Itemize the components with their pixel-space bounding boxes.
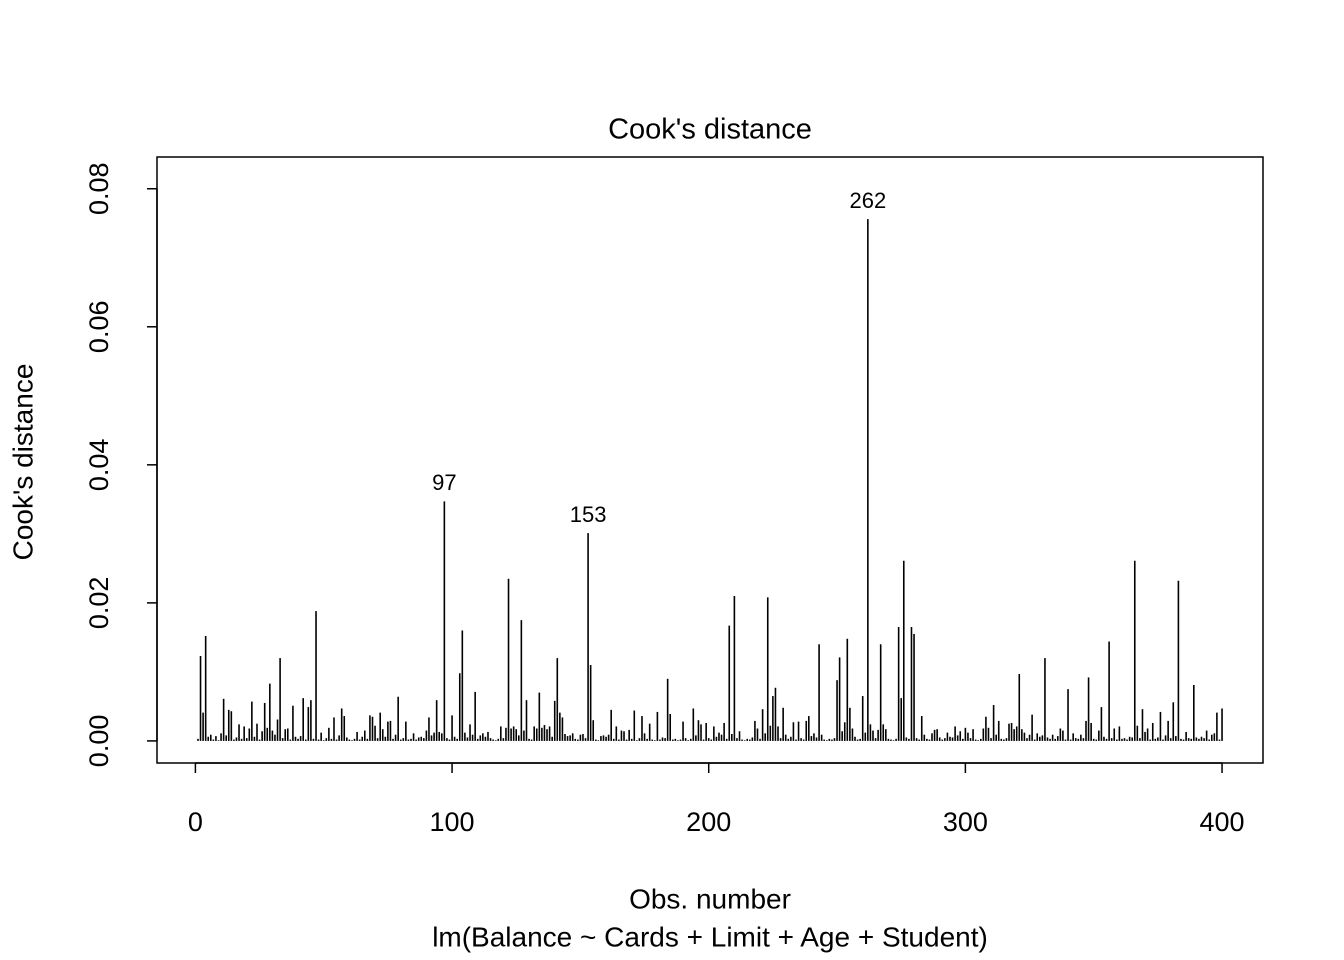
x-axis-label: Obs. number: [629, 883, 791, 914]
point-label: 97: [432, 470, 456, 495]
y-tick-label: 0.08: [84, 162, 114, 215]
plot-frame: [156, 156, 1264, 764]
y-axis-label: Cook's distance: [7, 364, 38, 561]
y-tick-label: 0.02: [84, 577, 114, 630]
x-tick-label: 100: [430, 807, 475, 837]
x-tick-label: 200: [686, 807, 731, 837]
y-tick-label: 0.06: [84, 301, 114, 354]
x-tick-label: 300: [943, 807, 988, 837]
subtitle: lm(Balance ~ Cards + Limit + Age + Stude…: [432, 921, 988, 952]
x-tick-label: 400: [1200, 807, 1245, 837]
y-tick-label: 0.00: [84, 715, 114, 768]
point-label: 262: [849, 188, 886, 213]
point-label: 153: [570, 502, 607, 527]
y-tick-label: 0.04: [84, 439, 114, 492]
x-tick-label: 0: [188, 807, 203, 837]
chart-title: Cook's distance: [608, 114, 812, 146]
